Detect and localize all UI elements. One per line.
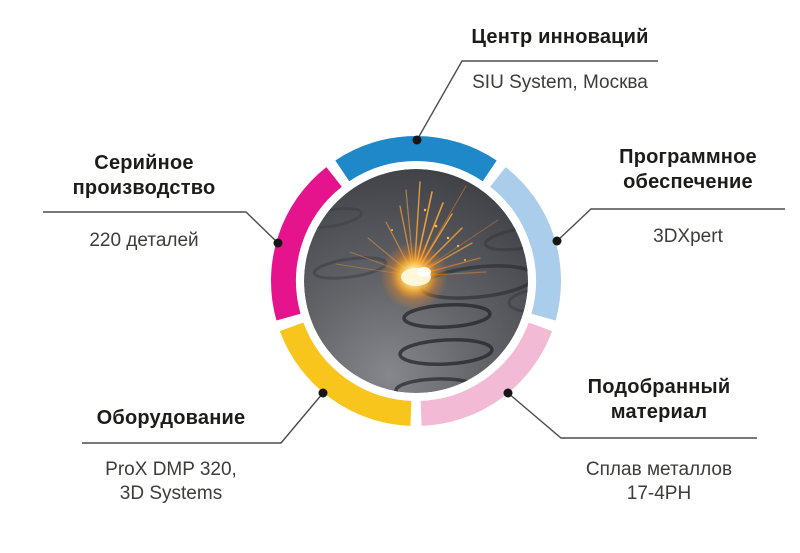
leader-software bbox=[556, 208, 785, 242]
label-software-title-line1: Программное bbox=[619, 146, 757, 168]
connector-dot bbox=[273, 238, 283, 248]
laser-melting-photo bbox=[304, 169, 528, 393]
label-material-title: Подобранный материал bbox=[529, 375, 789, 425]
label-equipment-title: Оборудование bbox=[96, 407, 246, 429]
label-material-value-line2: 17-4PH bbox=[626, 483, 692, 504]
label-material-value: Сплав металлов 17-4PH bbox=[529, 458, 789, 506]
label-equipment-value-line2: 3D Systems bbox=[119, 483, 223, 504]
label-innovation-center-value: SIU System, Москва bbox=[472, 72, 648, 93]
label-material-value-line1: Сплав металлов bbox=[585, 459, 733, 480]
connector-dot bbox=[412, 135, 422, 145]
label-material-title-line2: материал bbox=[610, 401, 708, 423]
leader-serial-production bbox=[43, 211, 279, 244]
label-equipment-value-line1: ProX DMP 320, bbox=[105, 459, 237, 480]
leader-material bbox=[507, 392, 757, 439]
label-serial-production-title-line2: производство bbox=[72, 177, 216, 199]
label-serial-production-title-line1: Серийное bbox=[94, 152, 194, 174]
connector-dots bbox=[273, 135, 562, 398]
ring bbox=[271, 136, 561, 426]
label-serial-production-value: 220 деталей bbox=[89, 230, 199, 251]
leader-lines bbox=[43, 60, 785, 444]
connector-dot bbox=[503, 388, 513, 398]
connector-dot bbox=[552, 236, 562, 246]
label-software-title: Программное обеспечение bbox=[558, 145, 800, 195]
leader-equipment bbox=[82, 392, 324, 444]
label-software-title-line2: обеспечение bbox=[623, 171, 753, 193]
ring-segment-innovation-center bbox=[335, 136, 497, 182]
label-innovation-center-title: Центр инноваций bbox=[471, 26, 649, 48]
ring-segment-serial-production bbox=[271, 167, 343, 321]
label-material-title-line1: Подобранный bbox=[587, 376, 731, 398]
ring-segment-material bbox=[420, 322, 553, 426]
ring-segment-software bbox=[489, 167, 561, 321]
label-software-value: 3DXpert bbox=[653, 226, 723, 247]
label-serial-production-title: Серийное производство bbox=[14, 151, 274, 201]
label-equipment-value: ProX DMP 320, 3D Systems bbox=[41, 458, 301, 506]
leader-innovation-center bbox=[416, 60, 658, 141]
ring-segment-equipment bbox=[279, 322, 412, 426]
connector-dot bbox=[318, 388, 328, 398]
